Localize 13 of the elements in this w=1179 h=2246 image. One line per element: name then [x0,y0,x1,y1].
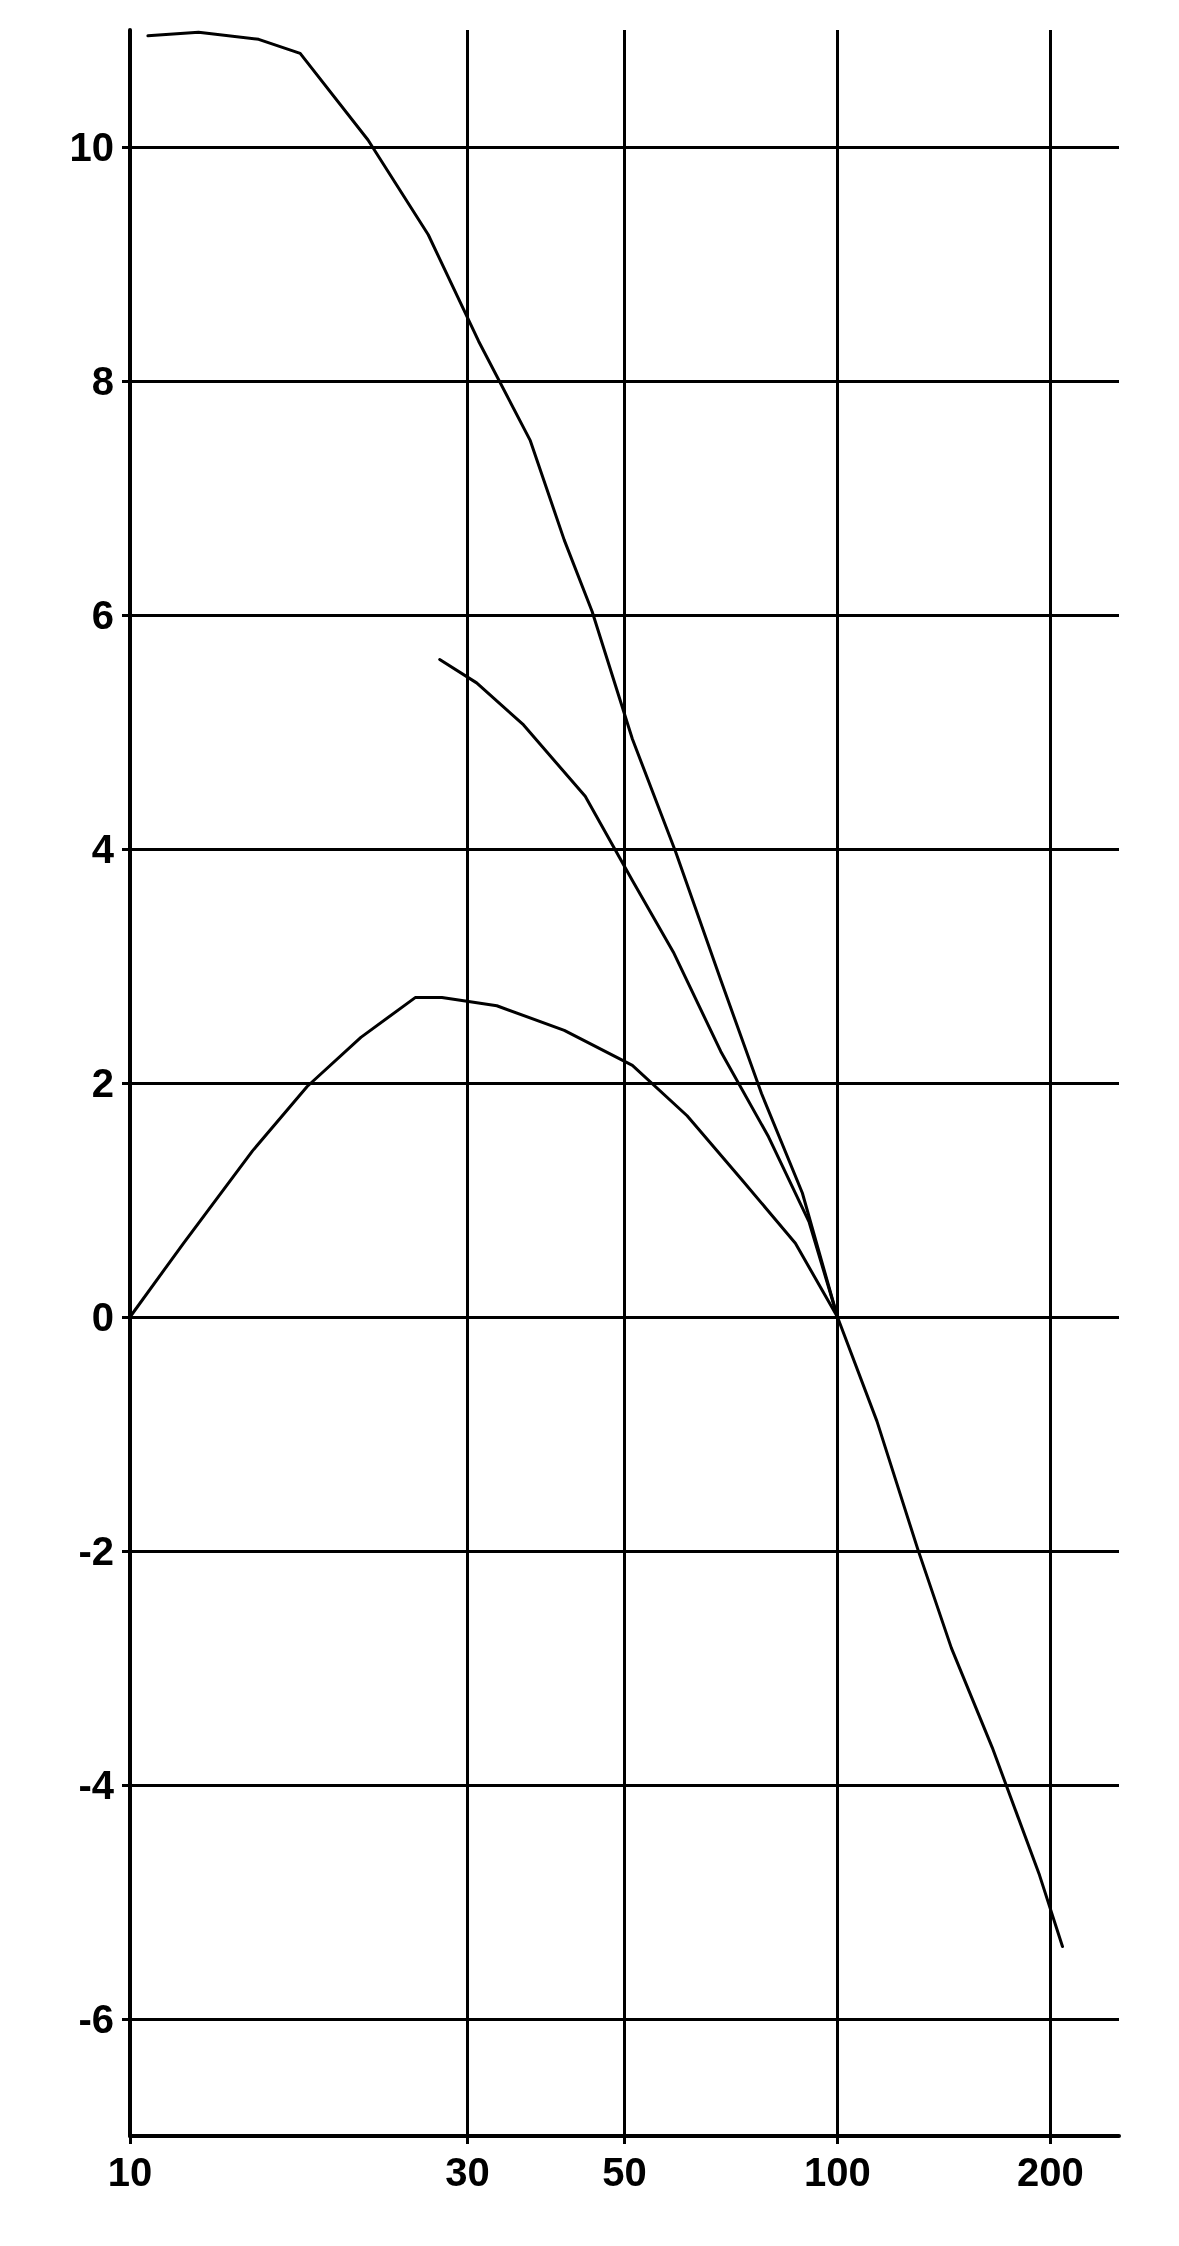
y-tick-label: -4 [78,1763,115,1807]
x-tick-label: 200 [1017,2150,1084,2194]
x-tick-label: 30 [445,2150,490,2194]
y-tick-label: 8 [91,359,114,403]
y-tick-label: 10 [69,125,114,169]
y-tick-label: 0 [91,1295,114,1339]
y-tick-label: 4 [91,827,115,871]
y-tick-label: -2 [78,1529,114,1573]
x-tick-label: 100 [804,2150,871,2194]
y-tick-label: 6 [91,593,114,637]
y-tick-label: -6 [78,1997,114,2041]
x-tick-label: 50 [602,2150,647,2194]
y-tick-label: 2 [91,1061,114,1105]
